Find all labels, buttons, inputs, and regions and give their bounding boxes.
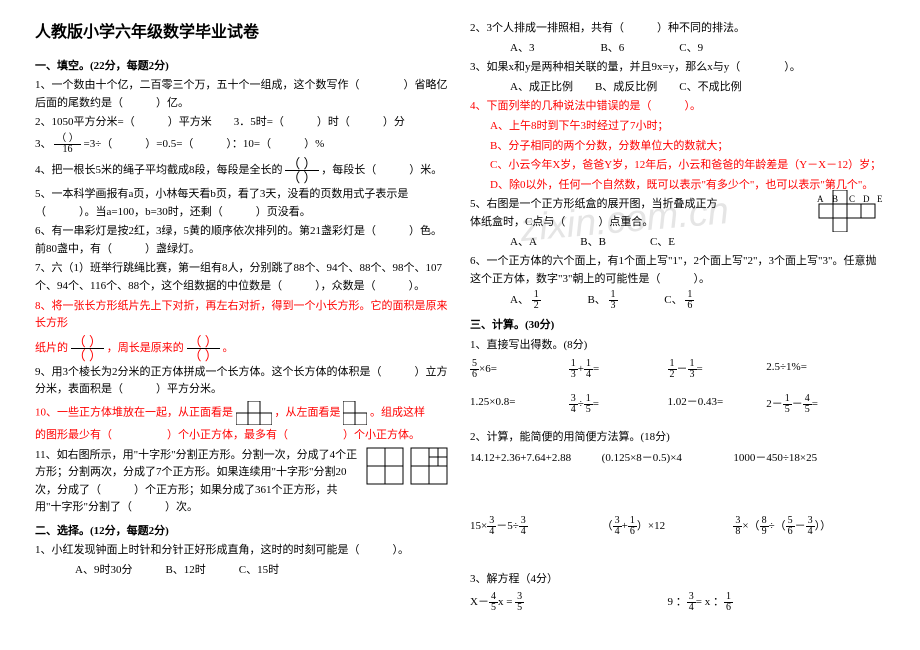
- sub1: 1、直接写出得数。(8分): [470, 337, 885, 355]
- cube-net-diagram: A B C D E: [805, 190, 885, 232]
- q1-4: 4、把一根长5米的绳子平均截成8段，每段是全长的 （ ）（ ） ，每段长（ ）米…: [35, 157, 450, 184]
- section2-heading: 二、选择。(12分，每题2分): [35, 523, 450, 541]
- q6c: C、: [664, 294, 682, 306]
- q3-prefix: 3、: [35, 138, 52, 150]
- q4b: ，每段长（ ）米。: [321, 164, 442, 176]
- sub2: 2、计算，能简便的用简便方法算。(18分): [470, 429, 885, 447]
- q2-4a: A、上午8时到下午3时经过了7小时；: [470, 118, 885, 136]
- left-column: 人教版小学六年级数学毕业试卷 一、填空。(22分，每题2分) 1、一个数由十个亿…: [25, 20, 460, 630]
- c3c: 1000－450÷18×25: [733, 450, 865, 468]
- q1-10d: 的图形最少有（ ）个小正方体，最多有（ ）个小正方体。: [35, 427, 450, 445]
- c3b: (0.125×8－0.5)×4: [602, 450, 734, 468]
- fraction-blank3: （ ）（ ）: [187, 335, 220, 362]
- q2-1-opts: A、9时30分 B、12时 C、15时: [35, 562, 450, 580]
- q2-2: 2、3个人排成一排照相，共有（ ）种不同的排法。: [470, 20, 885, 38]
- frac-1-6: 16: [685, 290, 694, 311]
- svg-text:D: D: [863, 194, 870, 204]
- q6b: B、: [587, 294, 605, 306]
- q1-11: 11、如右图所示，用"十字形"分割正方形。分割一次，分成了4个正方形；分割两次，…: [35, 447, 450, 517]
- calc-row4: 15×34－5÷34 （34+16）×12 38×（89÷（56－34））: [470, 516, 885, 537]
- q11-text: 11、如右图所示，用"十字形"分割正方形。分割一次，分成了4个正方形；分割两次，…: [35, 449, 357, 514]
- q1-10: 10、一些正方体堆放在一起，从正面看是 ，从左面看是 。组成这样: [35, 401, 450, 425]
- q1-1: 1、一个数由十个亿，二百零三个万，五十个一组成，这个数写作（ ）省略亿后面的尾数…: [35, 77, 450, 112]
- q2-4: 4、下面列举的几种说法中错误的是（ ）。: [470, 98, 885, 116]
- cross-split-diagram: [366, 447, 450, 495]
- front-view-shape: [236, 401, 272, 425]
- c2c: 1.02－0.43=: [668, 394, 767, 415]
- c1c: 12－13=: [668, 359, 767, 380]
- svg-text:E: E: [877, 194, 883, 204]
- q2-4b: B、分子相同的两个分数，分数单位大的数就大；: [470, 138, 885, 156]
- q2-1: 1、小红发现钟面上时针和分针正好形成直角，这时的时刻可能是（ ）。: [35, 542, 450, 560]
- q2-6: 6、一个正方体的六个面上，有1个面上写"1"，2个面上写"2"，3个面上写"3"…: [470, 253, 885, 288]
- c2b: 34÷15=: [569, 394, 668, 415]
- q10a: 10、一些正方体堆放在一起，从正面看是: [35, 406, 233, 418]
- calc-row2: 1.25×0.8= 34÷15= 1.02－0.43= 2－15－45=: [470, 394, 885, 415]
- c4a: 15×34－5÷34: [470, 516, 602, 537]
- exam-title: 人教版小学六年级数学毕业试卷: [35, 20, 450, 46]
- c2a: 1.25×0.8=: [470, 394, 569, 415]
- fraction-blank2: （ ）（ ）: [71, 335, 104, 362]
- q1-8b: 纸片的 （ ）（ ） ，周长是原来的 （ ）（ ） 。: [35, 335, 450, 362]
- q2-6-opts: A、 12 B、 13 C、 16: [470, 290, 885, 311]
- q2-3-opts: A、成正比例 B、成反比例 C、不成比例: [470, 79, 885, 97]
- calc-row1: 56×6= 13+14= 12－13= 2.5÷1%=: [470, 359, 885, 380]
- svg-text:C: C: [849, 194, 855, 204]
- q1-8: 8、将一张长方形纸片先上下对折，再左右对折，得到一个小长方形。它的面积是原来长方…: [35, 298, 450, 333]
- frac-1-2: 12: [532, 290, 541, 311]
- q10c: 。组成这样: [370, 406, 425, 418]
- q8c: ，周长是原来的: [107, 342, 184, 354]
- calc-row3: 14.12+2.36+7.64+2.88 (0.125×8－0.5)×4 100…: [470, 450, 885, 468]
- q1-9: 9、用3个棱长为2分米的正方体拼成一个长方体。这个长方体的体积是（ ）立方分米，…: [35, 364, 450, 399]
- q3-rest: =3÷（ ）=0.5=（ ）：10=（ ）%: [84, 138, 325, 150]
- eq1: X－45x = 35: [470, 592, 668, 613]
- q8b: 纸片的: [35, 342, 68, 354]
- right-column: 2、3个人排成一排照相，共有（ ）种不同的排法。 A、3 B、6 C、9 3、如…: [460, 20, 895, 630]
- q10b: ，从左面看是: [275, 406, 341, 418]
- q1-5: 5、一本科学画报有a页，小林每天看b页，看了3天，没看的页数用式子表示是（ ）。…: [35, 186, 450, 221]
- eq-row: X－45x = 35 9 ：34= x ：16: [470, 592, 885, 613]
- fraction-blank-16: （ ）16: [54, 134, 81, 155]
- sub3: 3、解方程（4分）: [470, 571, 885, 589]
- section3-heading: 三、计算。(30分): [470, 317, 885, 335]
- section1-heading: 一、填空。(22分，每题2分): [35, 58, 450, 76]
- c4b: （34+16）×12: [602, 516, 734, 537]
- q2-5-opts: A、A B、B C、E: [470, 234, 885, 252]
- q2-4c: C、小云今年X岁，爸爸Y岁，12年后，小云和爸爸的年龄差是（Y－X－12）岁；: [470, 157, 885, 175]
- svg-text:B: B: [832, 194, 838, 204]
- q1-6: 6、有一串彩灯是按2红，3绿，5黄的顺序依次排列的。第21盏彩灯是（ ）色。前8…: [35, 223, 450, 258]
- c4c: 38×（89÷（56－34））: [733, 516, 865, 537]
- q2-5: 5、右图是一个正方形纸盒的展开图，当折叠成正方 体纸盒时，C点与（ ）点重合。 …: [470, 196, 885, 231]
- q2-3: 3、如果x和y是两种相关联的量，并且9x=y，那么x与y（ ）。: [470, 59, 885, 77]
- q1-2: 2、1050平方分米=（ ）平方米 3．5时=（ ）时（ ）分: [35, 114, 450, 132]
- eq2: 9 ：34= x ：16: [668, 592, 866, 613]
- q1-3: 3、 （ ）16 =3÷（ ）=0.5=（ ）：10=（ ）%: [35, 134, 450, 155]
- c2d: 2－15－45=: [766, 394, 865, 415]
- q2-2-opts: A、3 B、6 C、9: [470, 40, 885, 58]
- c1b: 13+14=: [569, 359, 668, 380]
- c1a: 56×6=: [470, 359, 569, 380]
- q8a: 8、将一张长方形纸片先上下对折，再左右对折，得到一个小长方形。它的面积是原来长方…: [35, 300, 448, 330]
- q5a: 5、右图是一个正方形纸盒的展开图，当折叠成正方: [470, 198, 718, 210]
- q4a: 4、把一根长5米的绳子平均截成8段，每段是全长的: [35, 164, 283, 176]
- c3a: 14.12+2.36+7.64+2.88: [470, 450, 602, 468]
- c1d: 2.5÷1%=: [766, 359, 865, 380]
- fraction-blank: （ ）（ ）: [285, 157, 318, 184]
- svg-text:A: A: [817, 194, 824, 204]
- q5b: 体纸盒时，C点与（ ）点重合。: [470, 216, 653, 228]
- q6a: A、: [510, 294, 529, 306]
- q8d: 。: [223, 342, 234, 354]
- frac-1-3: 13: [609, 290, 618, 311]
- q1-7: 7、六（1）班举行跳绳比赛，第一组有8人，分别跳了88个、94个、88个、98个…: [35, 260, 450, 295]
- left-view-shape: [343, 401, 367, 425]
